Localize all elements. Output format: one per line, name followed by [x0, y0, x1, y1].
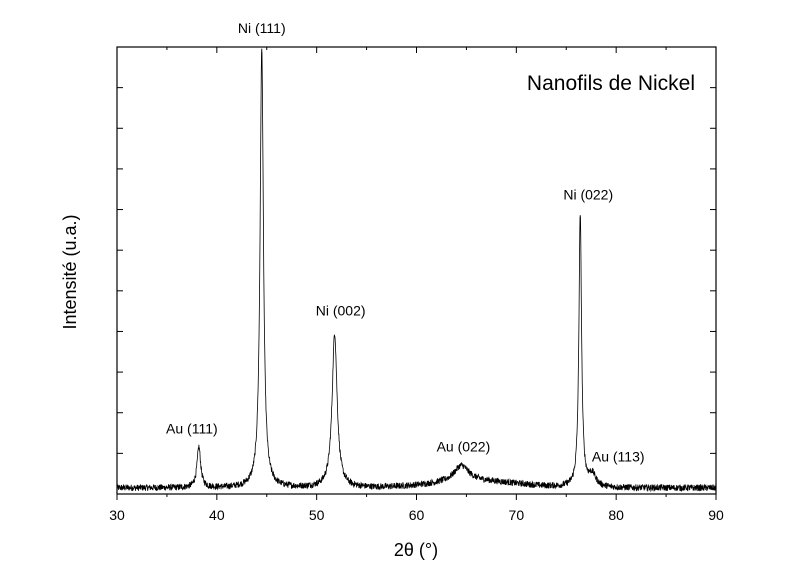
peak-label: Au (113): [592, 449, 645, 465]
x-tick-label: 60: [409, 507, 425, 523]
x-tick-label: 70: [509, 507, 525, 523]
x-tick-label: 90: [708, 507, 724, 523]
peak-label: Ni (111): [238, 20, 286, 36]
chart-title: Nanofils de Nickel: [527, 72, 695, 95]
peak-label: Ni (002): [316, 302, 366, 318]
axes-group: [116, 46, 717, 500]
x-tick-label: 80: [608, 507, 624, 523]
x-axis-title: 2θ (°): [394, 540, 438, 560]
peak-label: Au (022): [437, 439, 491, 455]
x-tick-labels: 30 40 50 60 70 80 90: [109, 507, 724, 523]
diffraction-series-line: [116, 48, 717, 493]
peak-labels: Au (111) Ni (111) Ni (002) Au (022) Ni (022)…: [166, 20, 644, 465]
diffraction-line-group: [116, 48, 717, 493]
x-tick-label: 30: [109, 507, 125, 523]
x-tick-label: 40: [209, 507, 225, 523]
x-tick-label: 50: [309, 507, 325, 523]
y-axis-title: Intensité (u.a.): [60, 214, 80, 329]
peak-label: Ni (022): [563, 187, 613, 203]
peak-label: Au (111): [166, 420, 218, 436]
